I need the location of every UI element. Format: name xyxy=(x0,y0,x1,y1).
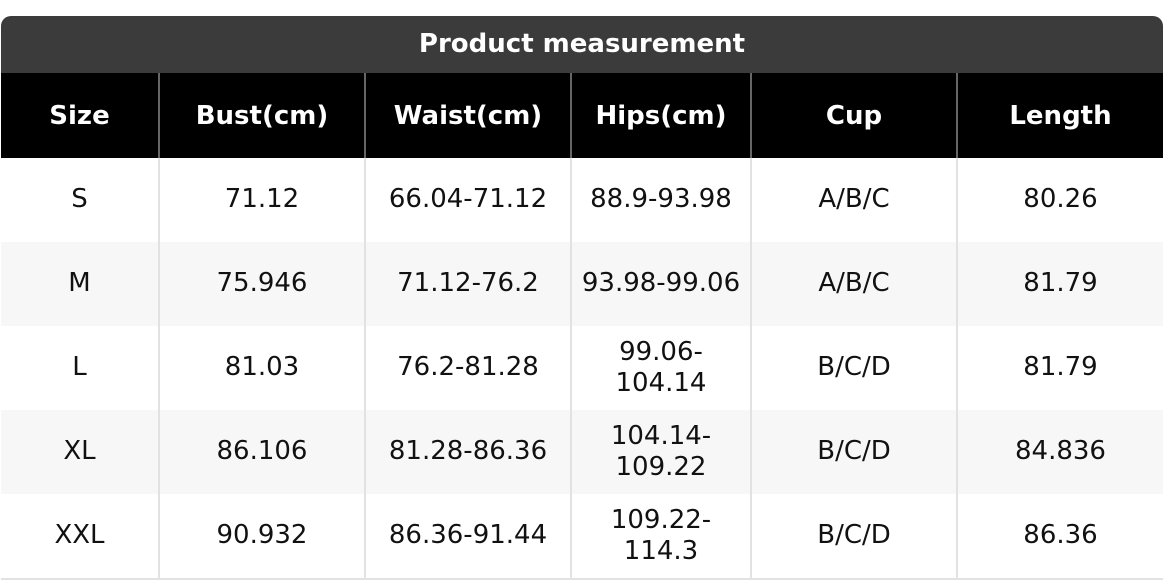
table-body: S 71.12 66.04-71.12 88.9-93.98 A/B/C 80.26 M 75… xyxy=(1,158,1163,578)
table-cell: 88.9-93.98 xyxy=(570,158,751,242)
table-row: XXL 90.932 86.36-91.44 109.22-114.3 B/C/D 86.… xyxy=(1,494,1163,578)
table-cell: 81.03 xyxy=(158,326,365,410)
table-cell: 81.79 xyxy=(956,326,1163,410)
table-cell: 86.36-91.44 xyxy=(364,494,571,578)
table-cell: 109.22-114.3 xyxy=(570,494,751,578)
table-row: L 81.03 76.2-81.28 99.06-104.14 B/C/D 81.79 xyxy=(1,326,1163,410)
table-cell: 86.106 xyxy=(158,410,365,494)
table-row: XL 86.106 81.28-86.36 104.14-109.22 B/C/D 84.… xyxy=(1,410,1163,494)
column-header: Cup xyxy=(750,73,957,158)
column-header: Size xyxy=(1,73,159,158)
table-cell: 86.36 xyxy=(956,494,1163,578)
table-cell: XL xyxy=(1,410,159,494)
table-cell: A/B/C xyxy=(750,242,957,326)
table-cell: L xyxy=(72,352,87,383)
table-cell: 71.12-76.2 xyxy=(364,242,571,326)
table-cell: 76.2-81.28 xyxy=(364,326,571,410)
header-row: Size Bust(cm) Waist(cm) Hips(cm) Cup Length xyxy=(1,73,1163,158)
table-cell: 104.14-109.22 xyxy=(570,410,751,494)
table-cell: 81.28-86.36 xyxy=(364,410,571,494)
table-cell: 84.836 xyxy=(956,410,1163,494)
table-cell: S xyxy=(71,184,88,215)
column-header: Hips(cm) xyxy=(570,73,751,158)
table-cell: 81.79 xyxy=(956,242,1163,326)
card-title: Product measurement xyxy=(1,16,1163,73)
table-cell: 93.98-99.06 xyxy=(570,242,751,326)
table-cell: B/C/D xyxy=(750,326,957,410)
table-cell: 99.06-104.14 xyxy=(570,326,751,410)
column-header: Waist(cm) xyxy=(364,73,571,158)
measurement-card: Product measurement Size Bust(cm) Waist(cm… xyxy=(1,16,1163,580)
table-cell: 80.26 xyxy=(956,158,1163,242)
table-cell: XXL xyxy=(54,520,105,551)
size-table: Size Bust(cm) Waist(cm) Hips(cm) Cup Length S… xyxy=(1,73,1163,578)
table-row: S 71.12 66.04-71.12 88.9-93.98 A/B/C 80.26 xyxy=(1,158,1163,242)
table-cell: 71.12 xyxy=(158,158,365,242)
table-cell: 75.946 xyxy=(158,242,365,326)
column-header: Length xyxy=(956,73,1163,158)
table-cell: 90.932 xyxy=(158,494,365,578)
column-header: Bust(cm) xyxy=(158,73,365,158)
table-cell: A/B/C xyxy=(750,158,957,242)
table-row: M 75.946 71.12-76.2 93.98-99.06 A/B/C 81.79 xyxy=(1,242,1163,326)
table-cell: B/C/D xyxy=(750,494,957,578)
table-cell: B/C/D xyxy=(750,410,957,494)
table-cell: 66.04-71.12 xyxy=(364,158,571,242)
table-cell: M xyxy=(1,242,159,326)
